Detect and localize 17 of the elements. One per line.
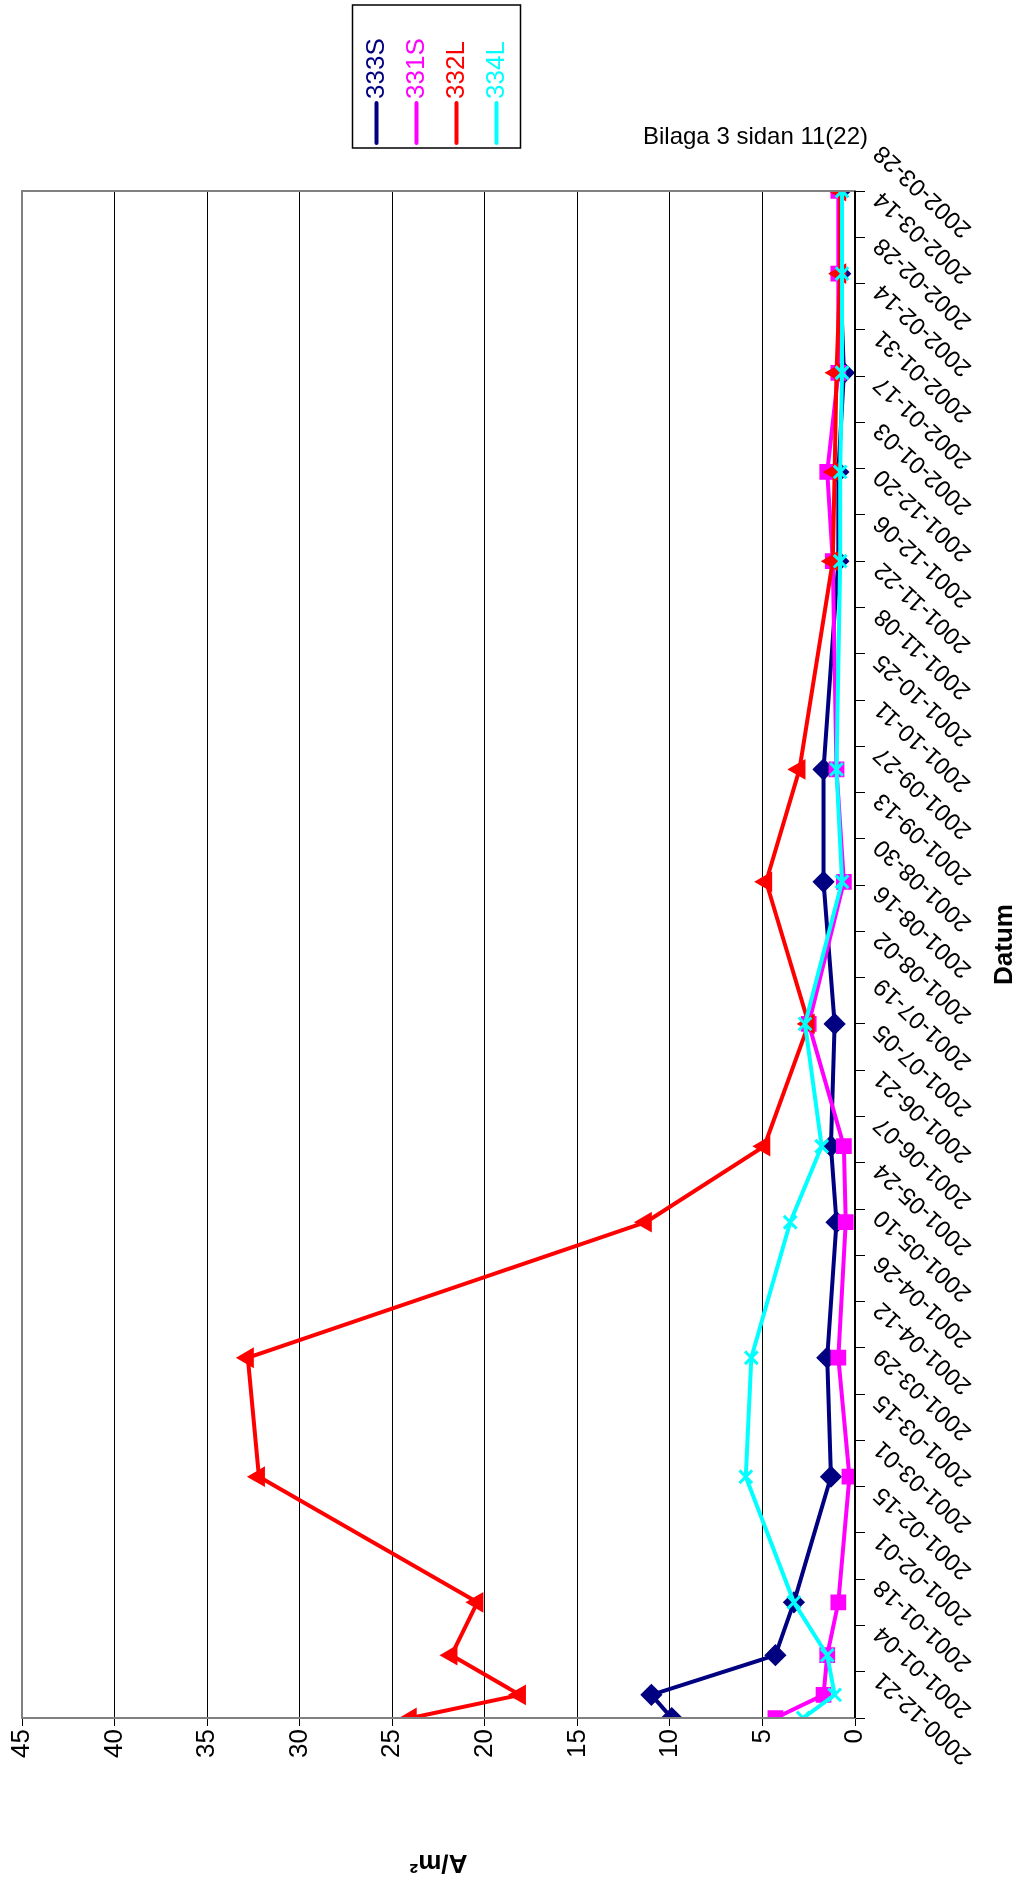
text: 333S: [359, 38, 390, 99]
x-tick-label: 0: [838, 1729, 869, 1744]
x-tick-label: 10: [653, 1729, 684, 1758]
text: 331S: [399, 38, 430, 99]
x-tick-label: 5: [745, 1729, 776, 1744]
x-tick-label: 30: [282, 1729, 313, 1758]
x-tick-label: 40: [97, 1729, 128, 1758]
text: 334L: [479, 41, 510, 99]
x-tick-label: 25: [375, 1729, 406, 1758]
x-tick-label: 20: [467, 1729, 498, 1758]
x-tick-label: 15: [560, 1729, 591, 1758]
x-tick-label: 35: [190, 1729, 221, 1758]
x-tick-label: 45: [5, 1729, 36, 1758]
x-axis-title: A/m²: [409, 1848, 468, 1879]
text: Bilaga 3 sidan 11(22): [643, 122, 869, 150]
y-axis-title: Datum: [988, 904, 1019, 985]
text: 332L: [439, 41, 470, 99]
